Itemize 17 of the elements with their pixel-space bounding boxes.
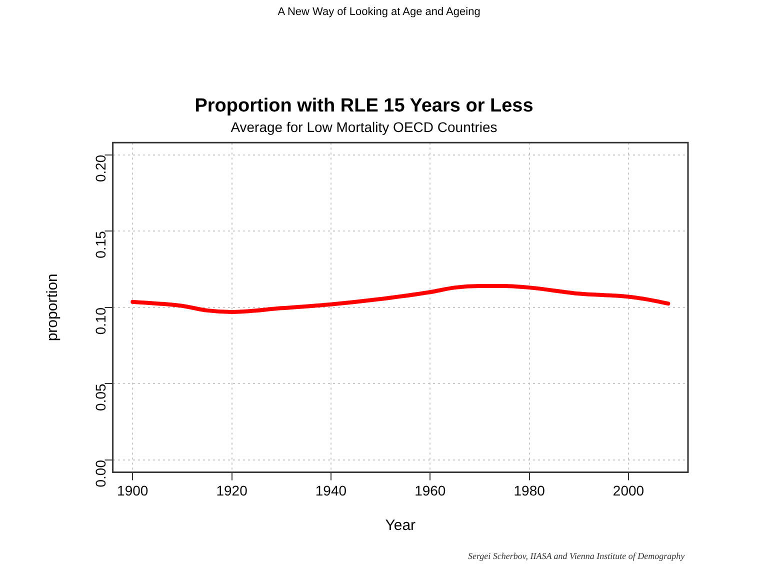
y-tick-label: 0.05 (92, 383, 109, 411)
y-axis-title: proportion (44, 274, 62, 342)
x-tick-label: 2000 (612, 482, 644, 498)
text: Sergei Scherbov, IIASA and Vienna Institute of Demography (468, 551, 685, 561)
y-tick-label: 0.15 (92, 230, 109, 258)
text: A New Way of Looking at Age and Ageing (276, 6, 482, 18)
x-tick-label: 1960 (414, 482, 446, 498)
x-tick-label: 1940 (315, 482, 347, 498)
y-tick-label: 0.00 (92, 460, 109, 488)
y-tick-label: 0.10 (92, 307, 109, 335)
chart-subtitle: Average for Low Mortality OECD Countries (230, 119, 498, 136)
x-axis-title: Year (385, 517, 416, 534)
x-tick-label: 1900 (117, 482, 148, 498)
y-tick-label: 0.20 (92, 154, 109, 182)
x-tick-label: 1980 (514, 482, 546, 498)
chart-title: Proportion with RLE 15 Years or Less (194, 96, 534, 117)
x-tick-label: 1920 (216, 482, 248, 498)
